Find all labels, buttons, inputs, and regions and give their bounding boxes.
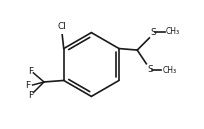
Text: F: F <box>28 91 33 100</box>
Text: CH₃: CH₃ <box>166 27 180 36</box>
Text: F: F <box>28 67 33 76</box>
Text: S: S <box>147 65 153 74</box>
Text: CH₃: CH₃ <box>163 66 177 75</box>
Text: F: F <box>25 80 30 90</box>
Text: S: S <box>151 28 156 37</box>
Text: Cl: Cl <box>58 22 67 31</box>
